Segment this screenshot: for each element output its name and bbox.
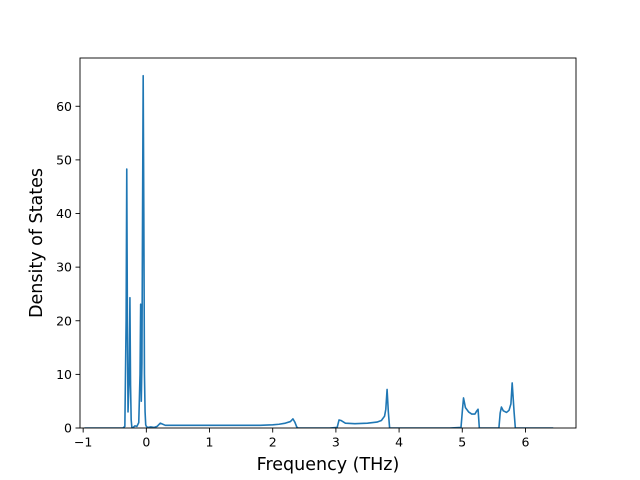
x-tick-label: 2 [269,435,277,450]
x-tick-label: 3 [332,435,340,450]
y-tick-label: 50 [56,152,72,167]
x-tick-label: 5 [458,435,466,450]
y-tick-label: 20 [56,313,72,328]
y-tick-label: 30 [56,260,72,275]
y-tick-label: 60 [56,99,72,114]
x-tick-label: −1 [74,435,92,450]
y-tick-label: 10 [56,367,72,382]
y-axis-ticks: 0 10 20 30 40 50 60 [56,99,80,436]
x-tick-label: 4 [395,435,403,450]
x-tick-label: 0 [142,435,150,450]
x-axis-label: Frequency (THz) [257,455,400,475]
x-axis-ticks: −1 0 1 2 3 4 5 6 [74,428,529,450]
dos-series-line [84,74,554,428]
plot-frame [79,57,577,429]
y-axis-label: Density of States [27,168,47,318]
x-tick-label: 6 [521,435,529,450]
y-tick-label: 40 [56,206,72,221]
y-tick-label: 0 [64,421,72,436]
x-tick-label: 1 [206,435,214,450]
